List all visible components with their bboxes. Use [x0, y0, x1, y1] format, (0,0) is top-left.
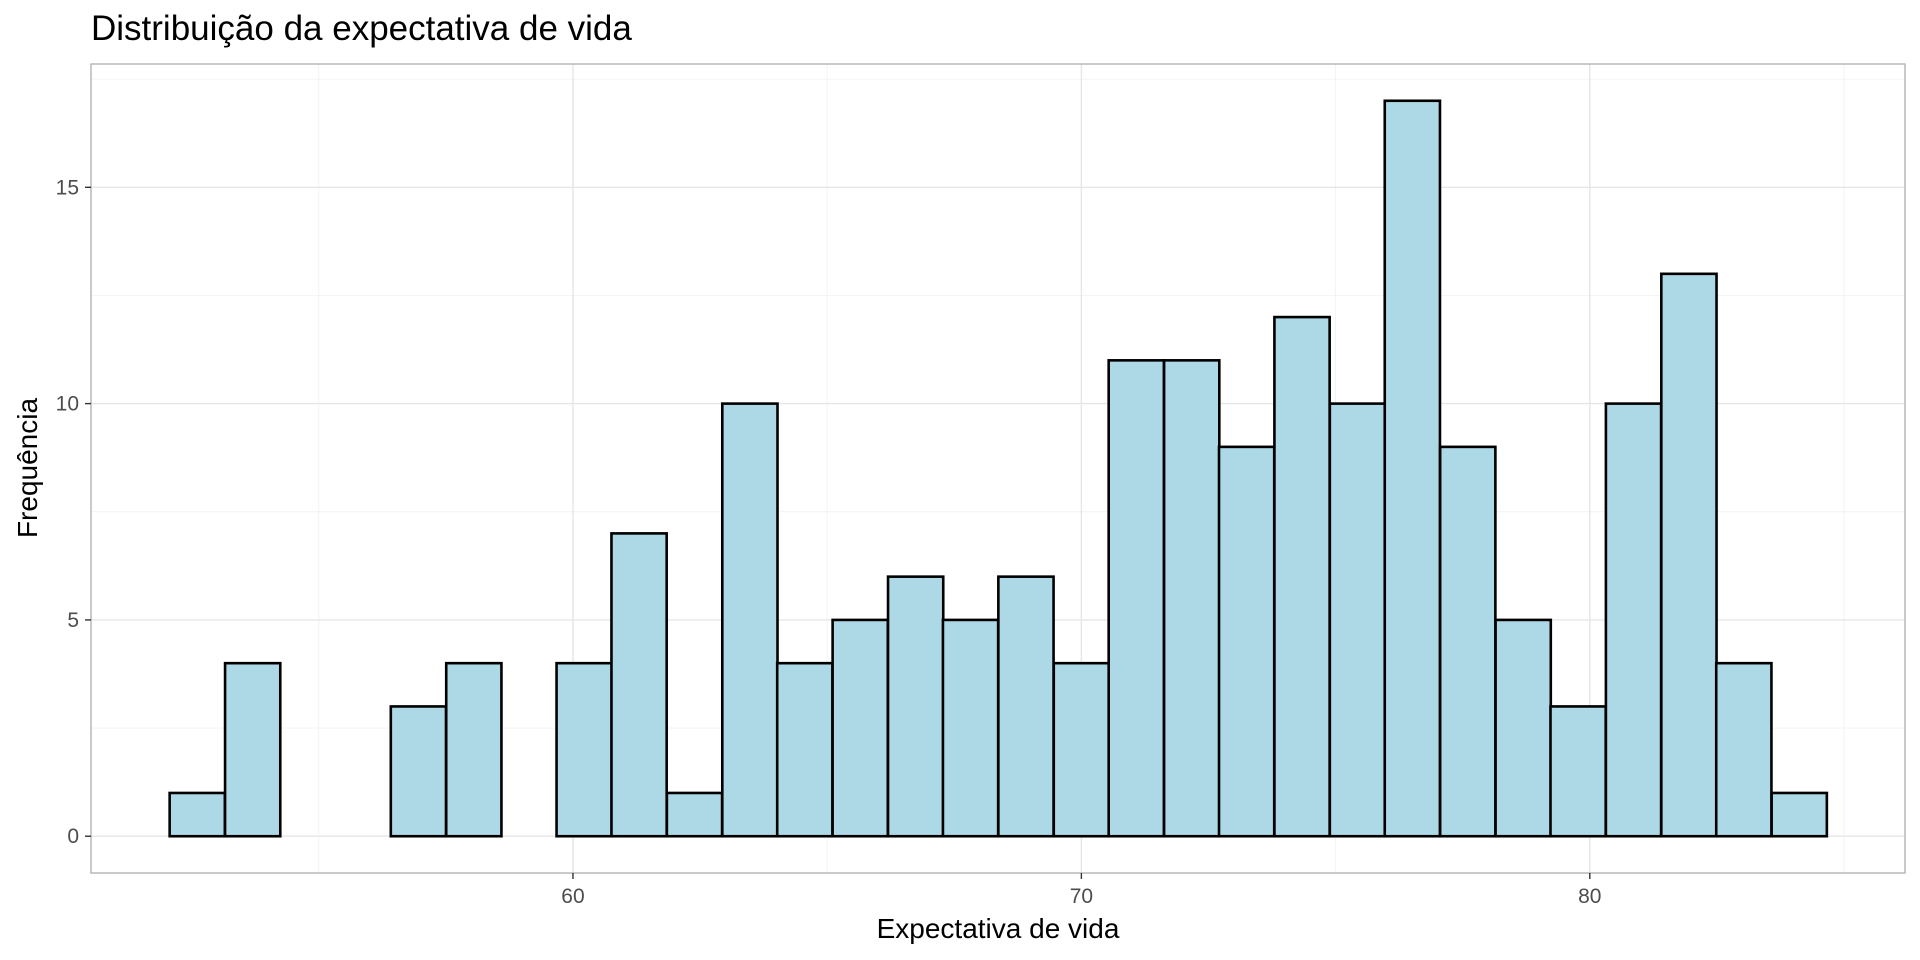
- y-tick-label: 15: [56, 176, 79, 199]
- x-axis-title: Expectativa de vida: [877, 913, 1120, 944]
- histogram-bar: [168, 791, 227, 838]
- histogram-bar: [444, 661, 503, 838]
- histogram-bar: [1052, 661, 1111, 838]
- plot-panel: [90, 63, 1906, 874]
- histogram-bar: [610, 532, 668, 838]
- y-axis-title: Frequência: [12, 398, 43, 539]
- histogram-bar: [720, 402, 779, 838]
- histogram-bar: [1328, 402, 1387, 838]
- histogram-bar: [1438, 445, 1497, 838]
- chart-title: Distribuição da expectativa de vida: [91, 9, 632, 48]
- histogram-bar: [1604, 402, 1663, 838]
- histogram-bar: [1770, 791, 1829, 838]
- histogram-bar: [831, 618, 890, 838]
- histogram-bar: [555, 661, 614, 838]
- histogram-bar: [1107, 359, 1166, 838]
- x-tick-label: 70: [1070, 885, 1093, 908]
- histogram-bar: [1549, 705, 1608, 838]
- histogram-bar: [1494, 618, 1553, 838]
- histogram-bar: [1660, 272, 1718, 838]
- histogram-bar: [1714, 661, 1773, 838]
- histogram-bar: [1162, 359, 1221, 838]
- x-axis: 60 70 80: [561, 873, 1601, 908]
- histogram-bar: [665, 791, 724, 838]
- y-tick-label: 0: [67, 825, 79, 848]
- y-tick-label: 10: [56, 393, 79, 416]
- histogram-bar: [1217, 445, 1276, 838]
- histogram-bar: [775, 661, 834, 838]
- histogram-bars: [168, 99, 1829, 838]
- histogram-bar: [997, 575, 1055, 838]
- histogram-bar: [389, 705, 448, 838]
- histogram-bar: [1383, 99, 1442, 838]
- histogram-bar: [223, 661, 282, 838]
- y-axis: 0 5 10 15: [56, 176, 91, 848]
- histogram-bar: [941, 618, 1000, 838]
- x-tick-label: 60: [561, 885, 584, 908]
- y-tick-label: 5: [67, 609, 79, 632]
- panel-border: [90, 63, 1906, 874]
- histogram-bar: [886, 575, 945, 838]
- x-tick-label: 80: [1578, 885, 1601, 908]
- histogram-bar: [1273, 315, 1331, 838]
